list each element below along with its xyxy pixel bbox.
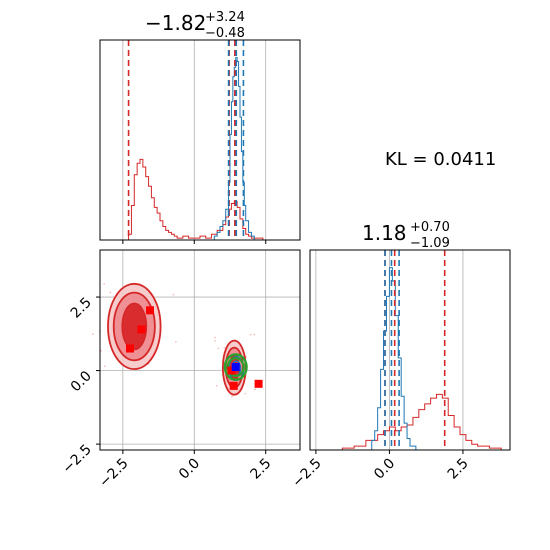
red-marker bbox=[229, 381, 238, 390]
param2-title-plus: +0.70 bbox=[410, 220, 450, 235]
x-tick-label: 2.5 bbox=[247, 456, 274, 483]
scatter-dot bbox=[103, 365, 106, 367]
x-tick-label: 0.0 bbox=[176, 456, 203, 483]
param1-blue-histogram bbox=[211, 57, 255, 241]
red-density-mode bbox=[107, 282, 162, 371]
scatter-dot bbox=[175, 341, 177, 343]
red-marker bbox=[254, 379, 263, 388]
grid-layer bbox=[100, 40, 464, 450]
blue-marker bbox=[231, 363, 240, 372]
param1-red-histogram bbox=[125, 158, 264, 241]
green-contour bbox=[223, 353, 248, 381]
x-tick-label: 2.5 bbox=[445, 456, 472, 483]
red-marker bbox=[126, 344, 134, 353]
param1-title-minus: −0.48 bbox=[205, 26, 245, 41]
y-tick-label: 2.5 bbox=[68, 295, 95, 322]
scatter-dot bbox=[215, 384, 218, 387]
marginal-x-frame bbox=[99, 39, 301, 241]
scatter-dot bbox=[92, 333, 94, 336]
red-marker bbox=[227, 366, 236, 375]
param2-red-histogram bbox=[330, 393, 502, 451]
scatter-dot bbox=[214, 340, 216, 342]
scatter-dot bbox=[244, 392, 247, 395]
scatter-dot bbox=[254, 388, 256, 391]
y-tick-label: 0.0 bbox=[68, 368, 95, 395]
param1-title-plus: +3.24 bbox=[205, 10, 245, 25]
scatter-dot bbox=[231, 395, 233, 398]
scatter-dot bbox=[172, 293, 175, 296]
scatter-dot bbox=[253, 333, 256, 336]
scatter-dot bbox=[217, 347, 220, 350]
param2-blue-histogram bbox=[365, 267, 417, 451]
param2-title-main: 1.18 bbox=[362, 221, 407, 245]
param2-title-minus: −1.09 bbox=[410, 236, 450, 251]
scatter-dot bbox=[223, 346, 226, 349]
scatter-dot bbox=[103, 282, 105, 285]
scatter-dot bbox=[214, 336, 216, 339]
joint-frame bbox=[99, 249, 301, 451]
scatter-dot bbox=[249, 333, 252, 336]
red-contour bbox=[121, 302, 148, 351]
x-tick-label: −2.5 bbox=[289, 456, 324, 491]
marginal-x-panel bbox=[99, 39, 301, 244]
x-tick-label: −2.5 bbox=[96, 456, 131, 491]
marginal-y-frame bbox=[309, 249, 511, 451]
param1-title-main: −1.82 bbox=[145, 11, 206, 35]
scatter-dot bbox=[109, 291, 112, 294]
marginal-y-panel: −2.5 0.0 2.5 bbox=[289, 249, 511, 491]
y-tick-label: −2.5 bbox=[59, 442, 94, 477]
red-marker bbox=[137, 325, 146, 334]
kl-annotation: KL = 0.0411 bbox=[385, 149, 496, 170]
red-marker bbox=[146, 306, 154, 315]
scatter-dot bbox=[100, 350, 102, 352]
x-tick-label: 0.0 bbox=[371, 456, 398, 483]
